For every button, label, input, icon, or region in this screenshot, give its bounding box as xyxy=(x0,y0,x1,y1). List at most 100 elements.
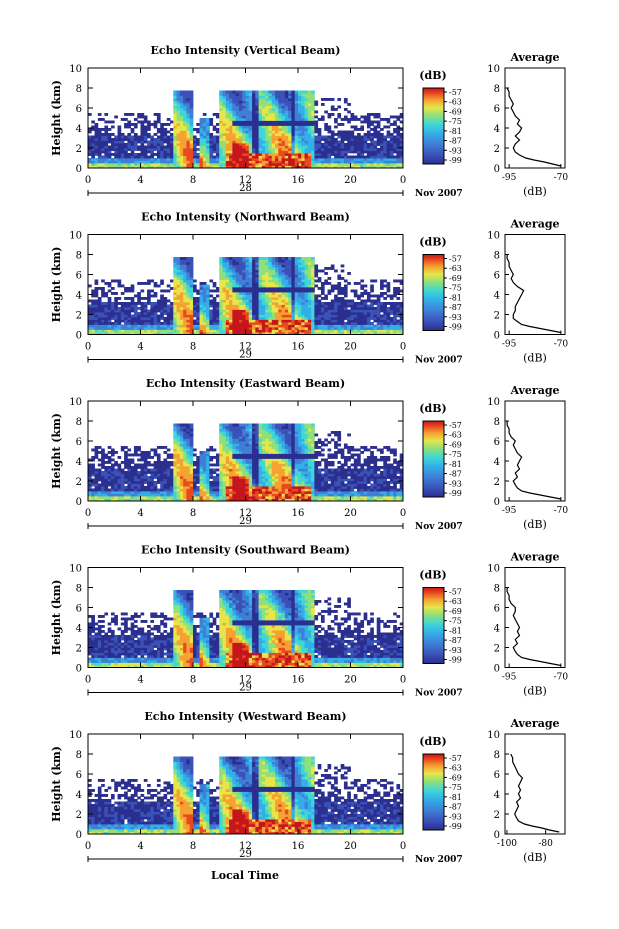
heatmap-cell xyxy=(156,302,161,305)
heatmap-cell xyxy=(140,150,145,154)
heatmap-cell xyxy=(163,493,168,497)
heatmap-cell xyxy=(193,304,197,308)
heatmap-cell xyxy=(284,100,289,104)
heatmap-cell xyxy=(393,307,397,310)
heatmap-cell xyxy=(347,304,351,308)
heatmap-cell xyxy=(229,262,233,265)
heatmap-cell xyxy=(166,488,171,492)
heatmap-cell xyxy=(130,160,135,164)
heatmap-cell xyxy=(278,297,282,300)
heatmap-cell xyxy=(130,113,135,116)
heatmap-cell xyxy=(386,148,391,151)
heatmap-cell xyxy=(199,312,204,315)
heatmap-cell xyxy=(242,138,246,141)
heatmap-cell xyxy=(104,302,109,305)
heatmap-cell xyxy=(163,148,168,151)
heatmap-cell xyxy=(301,95,305,99)
heatmap-cell xyxy=(320,297,325,300)
heatmap-cell xyxy=(245,319,250,323)
heatmap-cell xyxy=(265,120,269,124)
heatmap-cell xyxy=(137,307,141,310)
heatmap-cell xyxy=(127,148,132,151)
heatmap-cell xyxy=(245,128,250,131)
heatmap-cell xyxy=(173,488,177,492)
heatmap-cell xyxy=(383,145,387,149)
heatmap-cell xyxy=(275,314,279,318)
heatmap-cell xyxy=(298,332,302,335)
heatmap-cell xyxy=(186,332,191,335)
heatmap-cell xyxy=(304,312,309,315)
heatmap-cell xyxy=(147,451,151,454)
heatmap-cell xyxy=(206,160,210,164)
heatmap-cell xyxy=(261,267,266,270)
heatmap-cell xyxy=(130,165,135,169)
heatmap-cell xyxy=(133,481,138,484)
heatmap-cell xyxy=(288,120,292,124)
heatmap-cell xyxy=(215,113,220,116)
heatmap-cell xyxy=(140,456,145,459)
heatmap-cell xyxy=(393,322,397,325)
heatmap-cell xyxy=(265,165,269,169)
heatmap-cell xyxy=(327,289,332,293)
heatmap-cell xyxy=(399,150,404,154)
heatmap-cell xyxy=(196,153,200,156)
heatmap-cell xyxy=(261,165,266,169)
heatmap-cell xyxy=(110,165,115,169)
heatmap-cell xyxy=(238,133,243,136)
heatmap-cell xyxy=(91,473,95,477)
heatmap-cell xyxy=(334,145,338,149)
heatmap-cell xyxy=(363,284,368,288)
heatmap-cell xyxy=(261,138,266,141)
heatmap-cell xyxy=(176,277,181,280)
heatmap-cell xyxy=(91,302,95,305)
heatmap-cell xyxy=(206,302,210,305)
heatmap-cell xyxy=(94,446,99,449)
heatmap-cell xyxy=(179,113,184,116)
average-y-tick-label: 0 xyxy=(494,164,500,175)
heatmap-cell xyxy=(268,299,273,303)
heatmap-cell xyxy=(373,135,378,139)
heatmap-cell xyxy=(186,123,191,126)
heatmap-cell xyxy=(199,150,204,154)
heatmap-cell xyxy=(248,135,253,139)
heatmap-cell xyxy=(238,143,243,146)
heatmap-cell xyxy=(160,299,164,303)
heatmap-cell xyxy=(268,259,273,263)
heatmap-cell xyxy=(137,491,141,494)
heatmap-cell xyxy=(386,133,391,136)
heatmap-cell xyxy=(278,264,282,268)
heatmap-cell xyxy=(91,322,95,325)
heatmap-cell xyxy=(232,118,237,121)
heatmap-cell xyxy=(304,299,309,303)
heatmap-cell xyxy=(147,481,151,484)
heatmap-cell xyxy=(294,125,299,129)
heatmap-cell xyxy=(153,153,158,156)
heatmap-cell xyxy=(248,108,253,111)
heatmap-cell xyxy=(363,120,368,124)
heatmap-cell xyxy=(340,145,345,149)
heatmap-cell xyxy=(242,165,246,169)
heatmap-cell xyxy=(107,304,112,308)
heatmap-cell xyxy=(222,269,227,273)
heatmap-cell xyxy=(383,155,387,159)
heatmap-cell xyxy=(153,461,158,464)
heatmap-cell xyxy=(265,277,269,280)
heatmap-cell xyxy=(265,125,269,129)
heatmap-cell xyxy=(261,284,266,288)
heatmap-cell xyxy=(199,128,204,131)
heatmap-cell xyxy=(386,324,391,328)
heatmap-cell xyxy=(229,299,233,303)
heatmap-cell xyxy=(278,140,282,144)
heatmap-cell xyxy=(91,163,95,166)
heatmap-cell xyxy=(245,158,250,161)
heatmap-cell xyxy=(91,143,95,146)
heatmap-cell xyxy=(232,297,237,300)
heatmap-cell xyxy=(88,140,92,144)
heatmap-cell xyxy=(389,322,394,325)
heatmap-cell xyxy=(245,269,250,273)
heatmap-cell xyxy=(271,155,276,159)
heatmap-cell xyxy=(291,307,296,310)
heatmap-cell xyxy=(202,319,207,323)
heatmap-cell xyxy=(304,125,309,129)
heatmap-cell xyxy=(206,304,210,308)
